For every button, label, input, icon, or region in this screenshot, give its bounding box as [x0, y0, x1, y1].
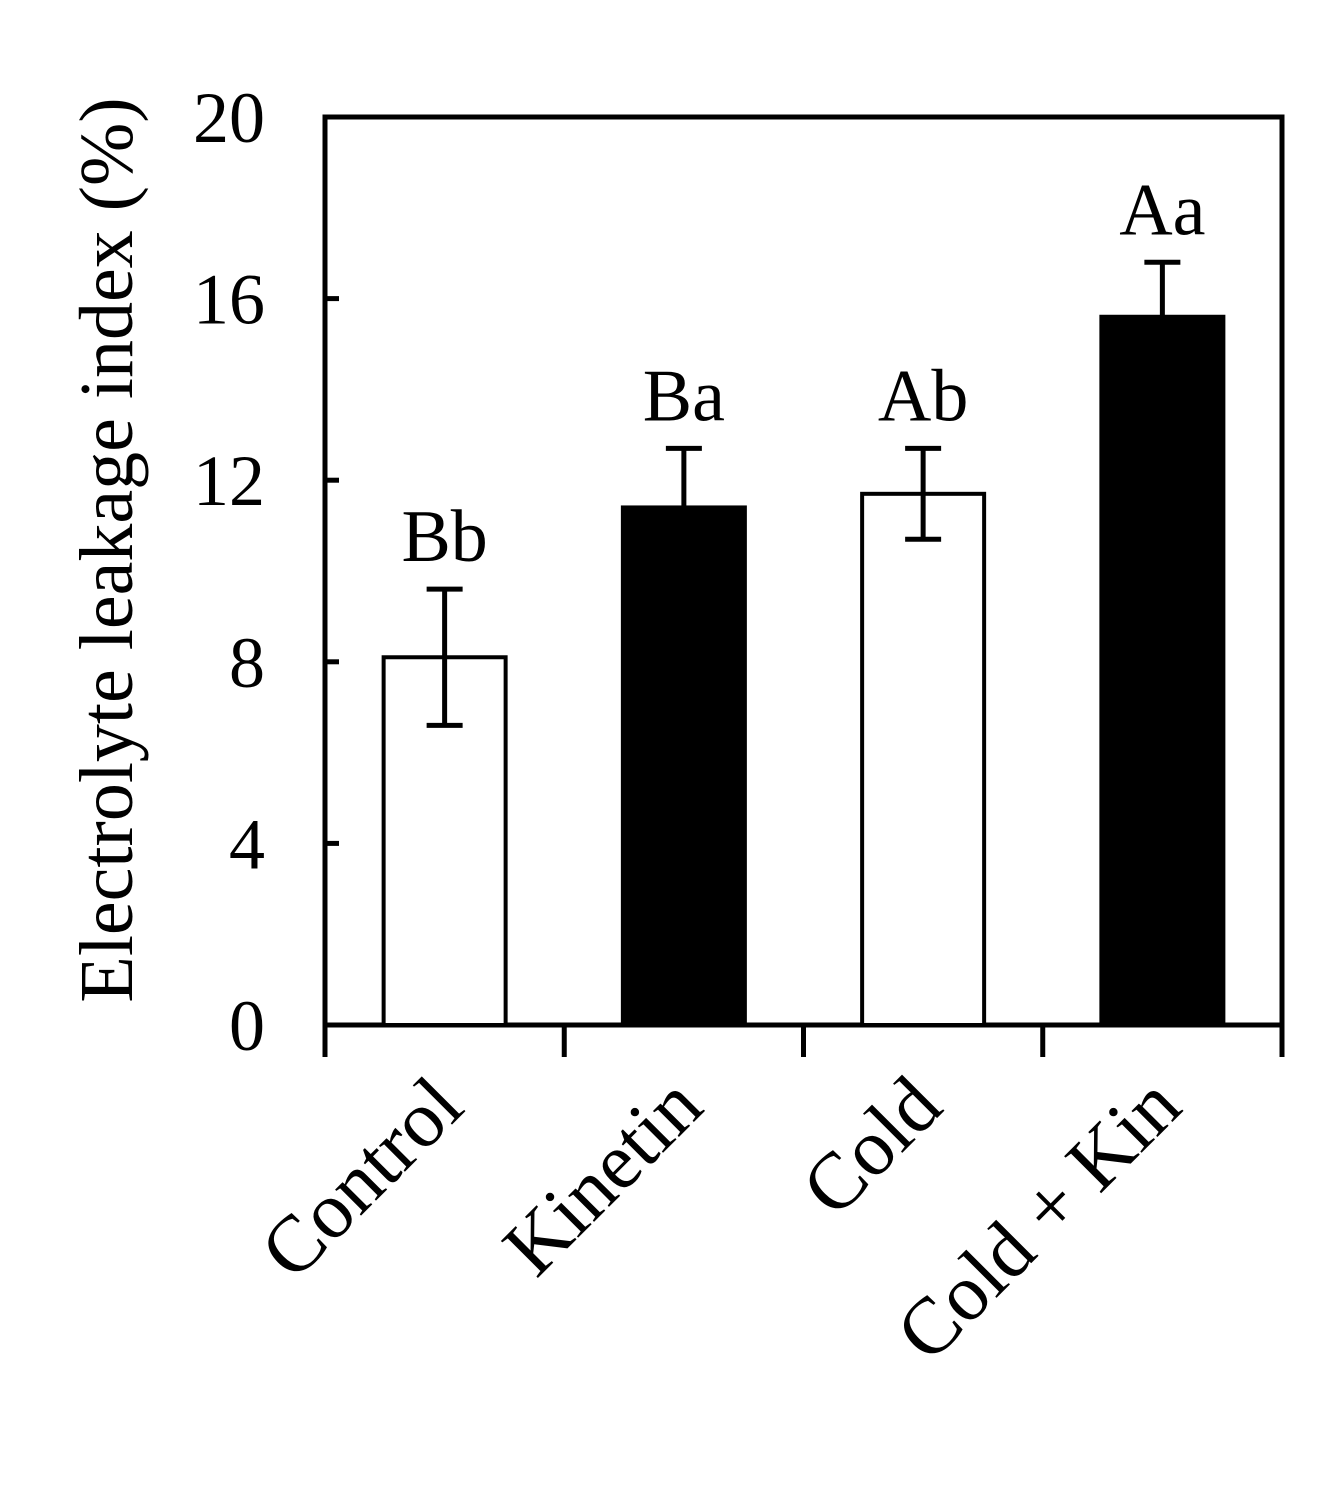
y-axis: 0 4 8 12 16 20: [193, 78, 339, 1066]
y-tick-label: 20: [193, 78, 265, 158]
error-bars-group: [426, 259, 1181, 728]
error-bar-1: [665, 445, 702, 569]
x-tick-label-1: Kinetin: [487, 1061, 719, 1293]
bars-group: [381, 314, 1226, 1027]
error-bar-3: [1144, 259, 1181, 374]
bar-1: [620, 505, 747, 1027]
bar-3: [1099, 314, 1226, 1027]
y-tick-label: 8: [229, 623, 265, 703]
y-tick-label: 12: [193, 441, 265, 521]
bar-annotation-1: Ba: [643, 355, 725, 437]
x-tick-label-0: Control: [244, 1061, 479, 1296]
y-tick-label: 0: [229, 986, 265, 1066]
bar-annotation-0: Bb: [401, 496, 487, 578]
y-tick-label: 4: [229, 804, 265, 884]
bar-2: [860, 491, 987, 1027]
bar-annotation-3: Aa: [1119, 169, 1205, 251]
error-bar-0: [426, 586, 463, 728]
x-tick-label-2: Cold: [786, 1061, 958, 1233]
y-tick-label: 16: [193, 260, 265, 340]
error-bar-2: [905, 445, 942, 542]
y-axis-label: Electrolyte leakage index (%): [65, 97, 149, 1002]
bar-annotations-group: Bb Ba Ab Aa: [401, 169, 1205, 578]
bar-annotation-2: Ab: [878, 355, 968, 437]
